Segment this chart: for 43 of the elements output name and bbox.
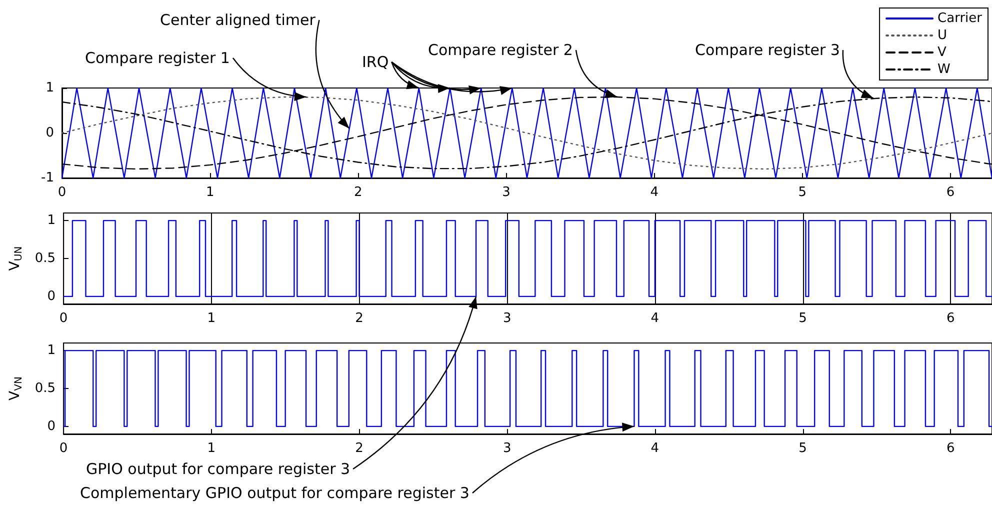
x-tick-label: 6	[946, 311, 955, 326]
x-tick-label: 2	[355, 311, 364, 326]
x-tick-label: 1	[206, 185, 214, 200]
y-tick-label: 1	[47, 343, 56, 358]
y-tick-label: 0	[46, 126, 54, 140]
y-tick-label: 0.5	[34, 251, 56, 266]
y-tick-label: 0.5	[34, 381, 56, 396]
legend-label: V	[938, 45, 947, 60]
y-tick-label: 1	[46, 80, 54, 96]
x-tick-label: 6	[946, 185, 955, 200]
legend-label: U	[938, 28, 948, 43]
annotation: Center aligned timer	[160, 11, 316, 29]
y-axis-title: VUN	[7, 246, 24, 271]
y-tick-label: -1	[41, 170, 54, 186]
x-tick-label: 5	[798, 311, 807, 326]
legend-label: Carrier	[938, 11, 983, 26]
y-axis-title: VVN	[7, 376, 24, 400]
annotation: GPIO output for compare register 3	[86, 460, 350, 478]
y-tick-label: 1	[47, 213, 56, 228]
x-tick-label: 5	[798, 441, 807, 456]
x-tick-label: 1	[207, 441, 216, 456]
x-tick-label: 0	[58, 185, 66, 200]
y-tick-label: 0	[47, 288, 56, 304]
x-tick-label: 0	[59, 311, 68, 326]
x-tick-label: 5	[798, 185, 807, 200]
x-tick-label: 4	[650, 441, 660, 456]
x-tick-label: 2	[355, 441, 364, 456]
x-tick-label: 2	[354, 185, 362, 200]
x-tick-label: 4	[650, 311, 660, 326]
annotation: Complementary GPIO output for compare register 3	[80, 484, 470, 502]
annotation: Compare register 2	[428, 41, 573, 59]
x-tick-label: 6	[946, 441, 955, 456]
x-tick-label: 0	[59, 441, 68, 456]
y-tick-label: 0	[47, 418, 56, 434]
x-tick-label: 3	[502, 185, 510, 200]
x-tick-label: 3	[502, 311, 512, 326]
annotation: Compare register 3	[695, 41, 840, 59]
annotation: Compare register 1	[85, 49, 230, 67]
legend-label: W	[938, 62, 951, 77]
x-tick-label: 3	[502, 441, 512, 456]
x-tick-label: 4	[650, 185, 658, 200]
annotation: IRQ	[362, 53, 389, 71]
x-tick-label: 1	[207, 311, 216, 326]
